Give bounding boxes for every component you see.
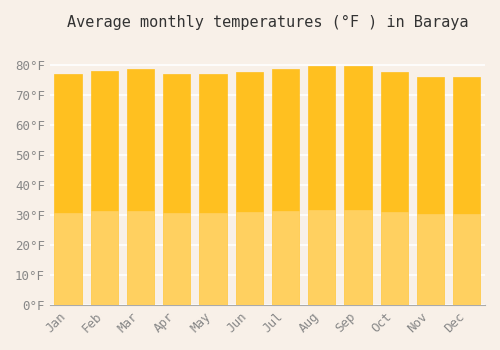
Bar <box>454 214 480 305</box>
Bar <box>200 74 226 305</box>
Bar <box>54 212 82 305</box>
Bar <box>380 72 408 305</box>
Title: Average monthly temperatures (°F ) in Baraya: Average monthly temperatures (°F ) in Ba… <box>66 15 468 30</box>
Bar <box>127 69 154 305</box>
Bar <box>90 71 118 305</box>
Bar <box>380 212 408 305</box>
Bar <box>163 212 190 305</box>
Bar <box>236 72 263 305</box>
Bar <box>344 210 372 305</box>
Bar <box>344 66 372 305</box>
Bar <box>417 77 444 305</box>
Bar <box>236 212 263 305</box>
Bar <box>54 74 82 305</box>
Bar <box>90 211 118 305</box>
Bar <box>200 212 226 305</box>
Bar <box>417 214 444 305</box>
Bar <box>308 66 336 305</box>
Bar <box>163 74 190 305</box>
Bar <box>272 69 299 305</box>
Bar <box>308 210 336 305</box>
Bar <box>127 211 154 305</box>
Bar <box>454 77 480 305</box>
Bar <box>272 211 299 305</box>
